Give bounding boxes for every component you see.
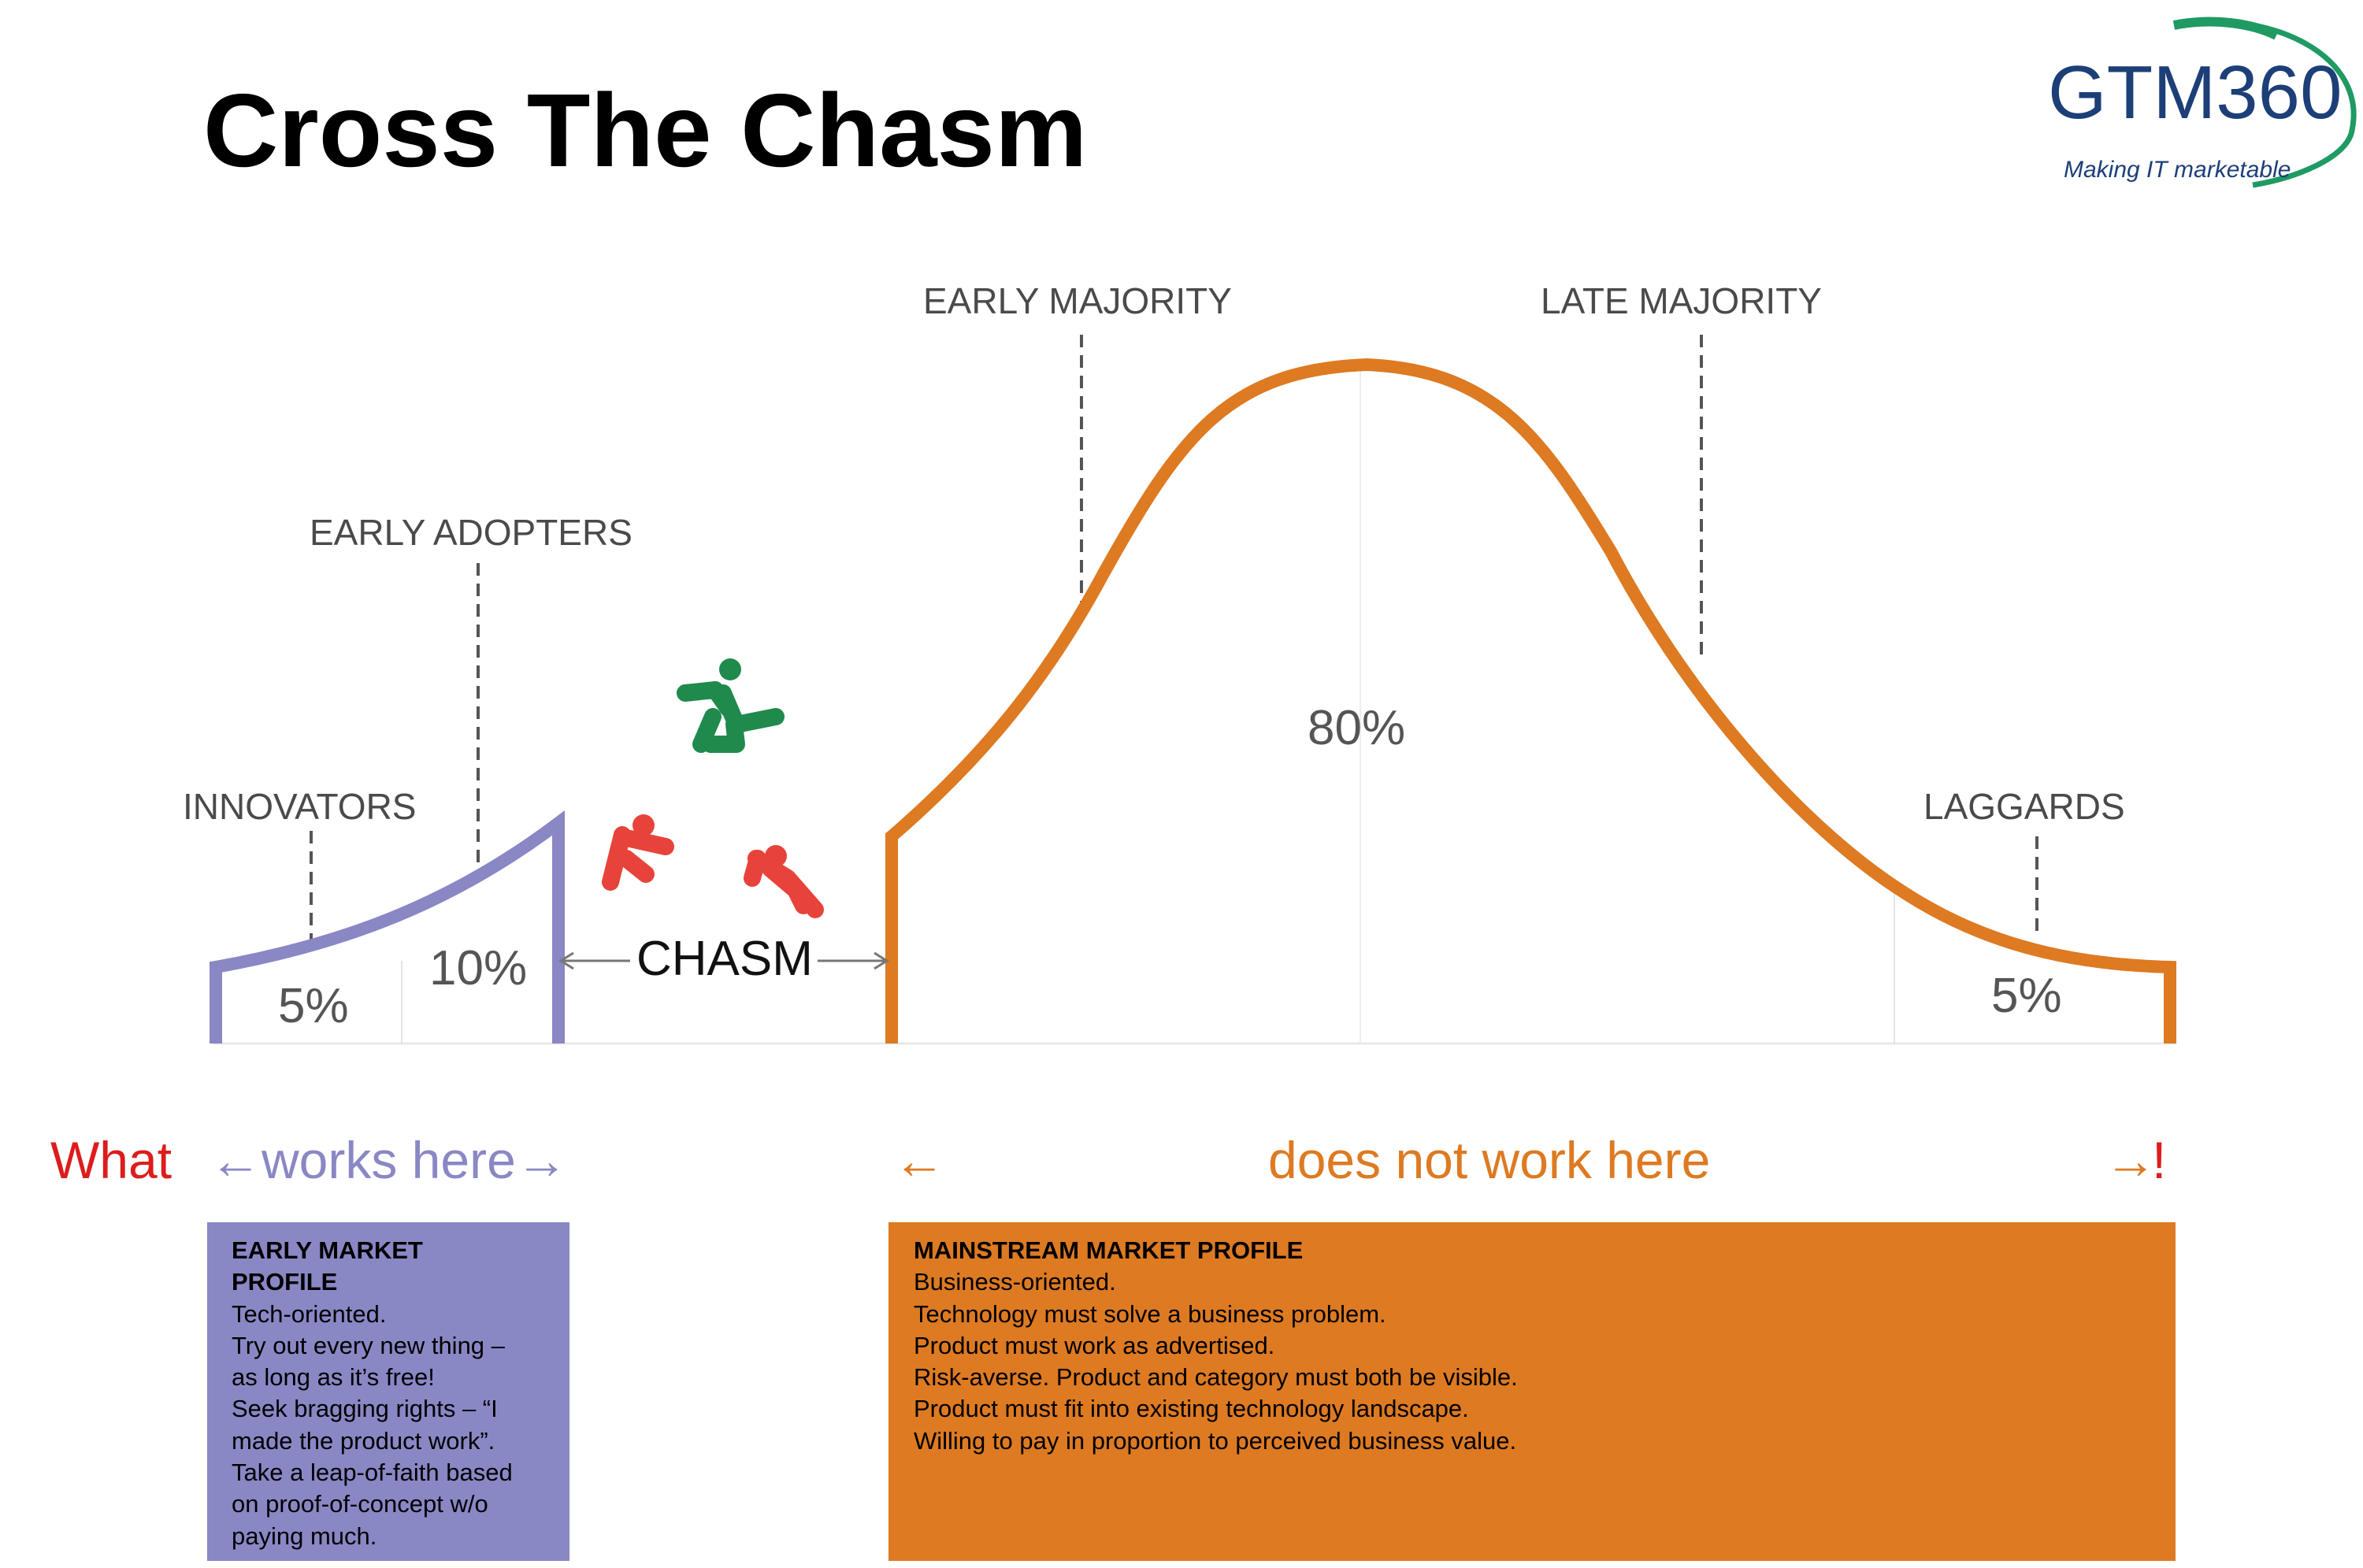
mainstream-market-profile-panel: MAINSTREAM MARKET PROFILE Business-orien… (888, 1222, 2176, 1561)
panel-line: Product must work as advertised. (914, 1331, 1275, 1359)
panel-line: Product must fit into existing technolog… (914, 1395, 1469, 1423)
label-late-majority: LATE MAJORITY (1541, 280, 1822, 321)
caption-what: What (50, 1131, 172, 1189)
panel-heading: EARLY MARKET (232, 1236, 423, 1264)
panel-line: on proof-of-concept w/o (232, 1490, 488, 1518)
pct-laggards: 5% (1991, 969, 2062, 1023)
caption-exclamation: ! (2152, 1131, 2167, 1189)
caption-works-here: ←works here→ (210, 1131, 568, 1189)
panel-line: Try out every new thing – (232, 1331, 505, 1359)
label-early-adopters: EARLY ADOPTERS (310, 512, 632, 553)
runner-icon (677, 658, 785, 753)
panel-line: Seek bragging rights – “I (232, 1395, 498, 1423)
panel-line: paying much. (232, 1522, 377, 1550)
falling-person-icon (744, 845, 824, 918)
panel-line: Willing to pay in proportion to perceive… (914, 1426, 1517, 1455)
mainstream-bell-curve (885, 358, 2176, 1043)
early-market-curve (210, 810, 565, 1043)
pct-innovators: 5% (278, 979, 349, 1033)
panel-heading: PROFILE (232, 1268, 338, 1296)
panel-line: Business-oriented. (914, 1268, 1116, 1296)
pct-early-adopters: 10% (429, 941, 527, 995)
panel-line: Technology must solve a business problem… (914, 1299, 1386, 1328)
label-laggards: LAGGARDS (1923, 786, 2125, 827)
label-innovators: INNOVATORS (183, 786, 416, 827)
early-market-profile-panel: EARLY MARKET PROFILE Tech-oriented. Try … (207, 1222, 569, 1561)
logo-tagline: Making IT marketable (2064, 157, 2291, 183)
page-title: Cross The Chasm (203, 72, 1088, 188)
gtm360-logo: GTM360 Making IT marketable (2048, 17, 2357, 188)
caption-row: What ←works here→ ← does not work here →… (0, 1134, 2363, 1205)
panel-line: made the product work”. (232, 1426, 495, 1455)
logo-wordmark: GTM360 (2048, 50, 2342, 135)
panel-line: Tech-oriented. (232, 1299, 387, 1328)
left-arrow-icon: ← (893, 1131, 945, 1189)
caption-does-not-work-here: does not work here (1268, 1131, 1711, 1189)
chasm-label: CHASM (636, 932, 813, 986)
label-early-majority: EARLY MAJORITY (923, 280, 1232, 321)
pct-majority: 80% (1308, 701, 1405, 755)
chasm-arrowhead-right (874, 951, 889, 970)
panel-line: as long as it’s free! (232, 1363, 435, 1392)
falling-person-icon (602, 814, 674, 891)
panel-line: Risk-averse. Product and category must b… (914, 1363, 1518, 1392)
right-arrow-icon: → (2105, 1131, 2157, 1189)
panel-line: Take a leap-of-faith based (232, 1459, 513, 1487)
chasm-arrowhead-left (558, 951, 574, 970)
panel-heading: MAINSTREAM MARKET PROFILE (914, 1236, 1304, 1264)
